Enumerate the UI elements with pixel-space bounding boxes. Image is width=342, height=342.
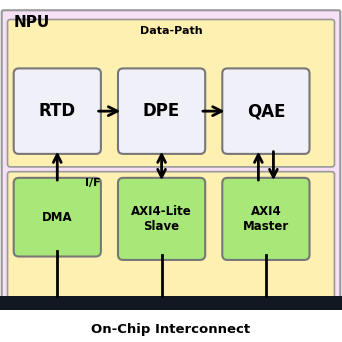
FancyBboxPatch shape	[8, 172, 334, 299]
Text: AXI4
Master: AXI4 Master	[243, 205, 289, 233]
Text: DMA: DMA	[42, 211, 73, 224]
FancyBboxPatch shape	[118, 68, 205, 154]
FancyBboxPatch shape	[14, 178, 101, 256]
FancyBboxPatch shape	[8, 19, 334, 167]
Text: On-Chip Interconnect: On-Chip Interconnect	[91, 323, 251, 336]
Text: QAE: QAE	[247, 102, 285, 120]
Text: I/F: I/F	[84, 178, 100, 188]
FancyBboxPatch shape	[222, 178, 310, 260]
Text: AXI4-Lite
Slave: AXI4-Lite Slave	[131, 205, 192, 233]
FancyBboxPatch shape	[222, 68, 310, 154]
Text: RTD: RTD	[39, 102, 76, 120]
Text: DPE: DPE	[143, 102, 180, 120]
Bar	[0, 296, 342, 310]
FancyBboxPatch shape	[14, 68, 101, 154]
FancyBboxPatch shape	[118, 178, 205, 260]
Text: Data-Path: Data-Path	[140, 26, 202, 36]
FancyBboxPatch shape	[2, 10, 340, 303]
Text: NPU: NPU	[14, 15, 50, 30]
